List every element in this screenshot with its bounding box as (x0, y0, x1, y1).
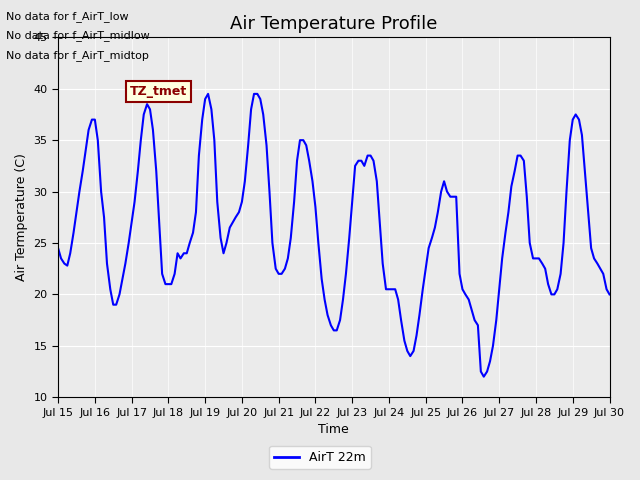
Title: Air Temperature Profile: Air Temperature Profile (230, 15, 438, 33)
X-axis label: Time: Time (319, 423, 349, 436)
Text: No data for f_AirT_low: No data for f_AirT_low (6, 11, 129, 22)
Text: No data for f_AirT_midlow: No data for f_AirT_midlow (6, 30, 150, 41)
Legend: AirT 22m: AirT 22m (269, 446, 371, 469)
Text: No data for f_AirT_midtop: No data for f_AirT_midtop (6, 49, 149, 60)
Text: TZ_tmet: TZ_tmet (130, 85, 187, 98)
Y-axis label: Air Termperature (C): Air Termperature (C) (15, 153, 28, 281)
